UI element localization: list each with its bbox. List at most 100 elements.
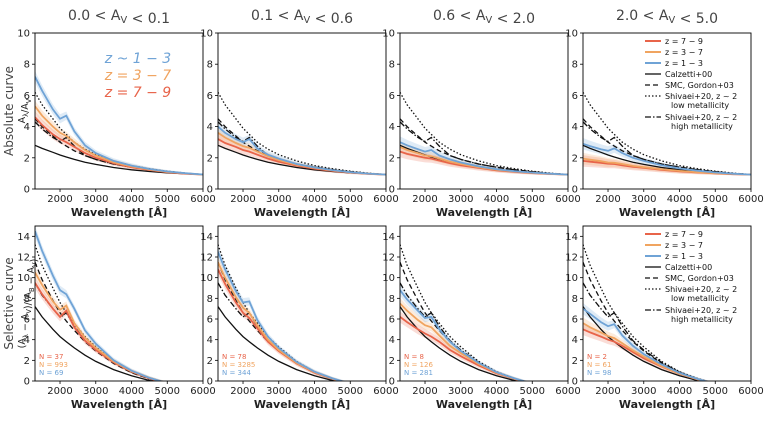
plot-area [35, 226, 166, 381]
x-axis-label: Wavelength [Å] [436, 206, 532, 219]
series-line [35, 272, 164, 381]
legend-label: z = 7 − 9 [665, 37, 703, 46]
x-axis-label: Wavelength [Å] [71, 398, 167, 411]
y-tick-label: 6 [207, 315, 213, 326]
y-tick-label: 8 [572, 60, 578, 71]
series-line [583, 142, 751, 176]
x-tick-label: 4000 [667, 386, 692, 397]
legend-label: z = 3 − 7 [665, 241, 703, 250]
plot-area [583, 244, 711, 381]
y-tick-label: 6 [389, 315, 395, 326]
y-tick-label: 12 [565, 253, 578, 264]
y-tick-label: 8 [389, 60, 395, 71]
series-line [400, 141, 568, 176]
legend-label: z = 1 − 3 [665, 59, 703, 68]
sample-count: N = 78 [222, 353, 246, 361]
y-tick-label: 10 [382, 273, 395, 284]
series-line [583, 307, 709, 381]
x-tick-label: 3000 [448, 194, 473, 205]
series-line [35, 282, 162, 381]
y-tick-label: 10 [17, 29, 30, 40]
axes-frame [34, 32, 204, 190]
sample-count: N = 281 [404, 369, 433, 377]
axes-frame [399, 32, 569, 190]
sample-count: N = 61 [587, 361, 611, 369]
x-tick-label: 2000 [412, 194, 437, 205]
sample-count: N = 2 [587, 353, 607, 361]
legend: z = 7 − 9 z = 3 − 7 z = 1 − 3 Calzetti+00 SM… [645, 37, 737, 131]
axes-frame [582, 225, 752, 382]
reference-curve-calzetti [35, 306, 155, 381]
x-tick-label: 3000 [266, 386, 291, 397]
legend-label-line2: low metallicity [671, 101, 729, 110]
inline-series-label: z = 7 − 9 [104, 85, 172, 101]
reference-curve-calzetti [583, 306, 703, 381]
series-line [583, 328, 708, 381]
y-tick-label: 10 [565, 29, 578, 40]
y-tick-label: 6 [572, 315, 578, 326]
x-tick-label: 2000 [412, 386, 437, 397]
y-tick-label: 14 [17, 232, 30, 243]
y-tick-label: 2 [572, 356, 578, 367]
series-line [400, 302, 526, 381]
series-line [400, 289, 527, 381]
x-tick-label: 2000 [230, 194, 255, 205]
x-tick-label: 2000 [595, 194, 620, 205]
plot-area [583, 91, 751, 176]
x-tick-label: 5000 [338, 386, 363, 397]
x-tick-label: 6000 [738, 386, 763, 397]
plot-area [400, 91, 568, 176]
x-axis-label: Wavelength [Å] [619, 206, 715, 219]
legend-label: z = 3 − 7 [665, 48, 703, 57]
x-tick-label: 3000 [631, 194, 656, 205]
y-tick-label: 14 [565, 232, 578, 243]
x-tick-label: 3000 [83, 386, 108, 397]
sample-count: N = 344 [222, 369, 251, 377]
x-tick-label: 2000 [47, 194, 72, 205]
legend-label: SMC, Gordon+03 [665, 274, 734, 283]
x-tick-label: 6000 [190, 194, 215, 205]
axes-frame [399, 225, 569, 382]
y-tick-label: 8 [572, 294, 578, 305]
x-tick-label: 6000 [373, 194, 398, 205]
y-tick-label: 0 [207, 185, 213, 196]
y-tick-label: 2 [24, 153, 30, 164]
plot-area [400, 244, 529, 381]
legend-label-line2: high metallicity [671, 315, 733, 324]
panel-selective-3: 2000 3000 4000 5000 600002468101214Wavelengt… [382, 225, 581, 411]
x-tick-label: 4000 [484, 194, 509, 205]
series-line [218, 125, 386, 176]
column-title: 0.6 < AV < 2.0 [433, 8, 535, 27]
sample-count: N = 126 [404, 361, 433, 369]
y-tick-label: 2 [572, 153, 578, 164]
y-tick-label: 8 [24, 294, 30, 305]
y-tick-label: 6 [572, 91, 578, 102]
x-tick-label: 6000 [373, 386, 398, 397]
panel-selective-1: 2000 3000 4000 5000 600002468101214Wavelengt… [17, 225, 216, 411]
legend-label: Calzetti+00 [665, 263, 712, 272]
x-tick-label: 3000 [631, 386, 656, 397]
column-title: 2.0 < AV < 5.0 [616, 8, 718, 27]
x-tick-label: 5000 [520, 194, 545, 205]
x-tick-label: 6000 [555, 386, 580, 397]
axes-frame [217, 225, 387, 382]
reference-curve-smc [583, 261, 707, 381]
x-tick-label: 2000 [595, 386, 620, 397]
y-tick-label: 4 [572, 122, 578, 133]
y-tick-label: 6 [24, 315, 30, 326]
x-tick-label: 5000 [703, 194, 728, 205]
y-tick-label: 8 [389, 294, 395, 305]
y-tick-label: 4 [207, 335, 213, 346]
x-tick-label: 4000 [302, 386, 327, 397]
x-tick-label: 6000 [190, 386, 215, 397]
series-line [218, 251, 345, 381]
sample-count: N = 3285 [222, 361, 255, 369]
x-axis-label: Wavelength [Å] [71, 206, 167, 219]
y-tick-label: 4 [572, 335, 578, 346]
reference-curve-shivaei_low [400, 244, 526, 381]
series-line [35, 76, 203, 176]
legend-label: Shivaei+20, z ~ 2 [665, 285, 737, 294]
column-title: 0.1 < AV < 0.6 [251, 8, 353, 27]
